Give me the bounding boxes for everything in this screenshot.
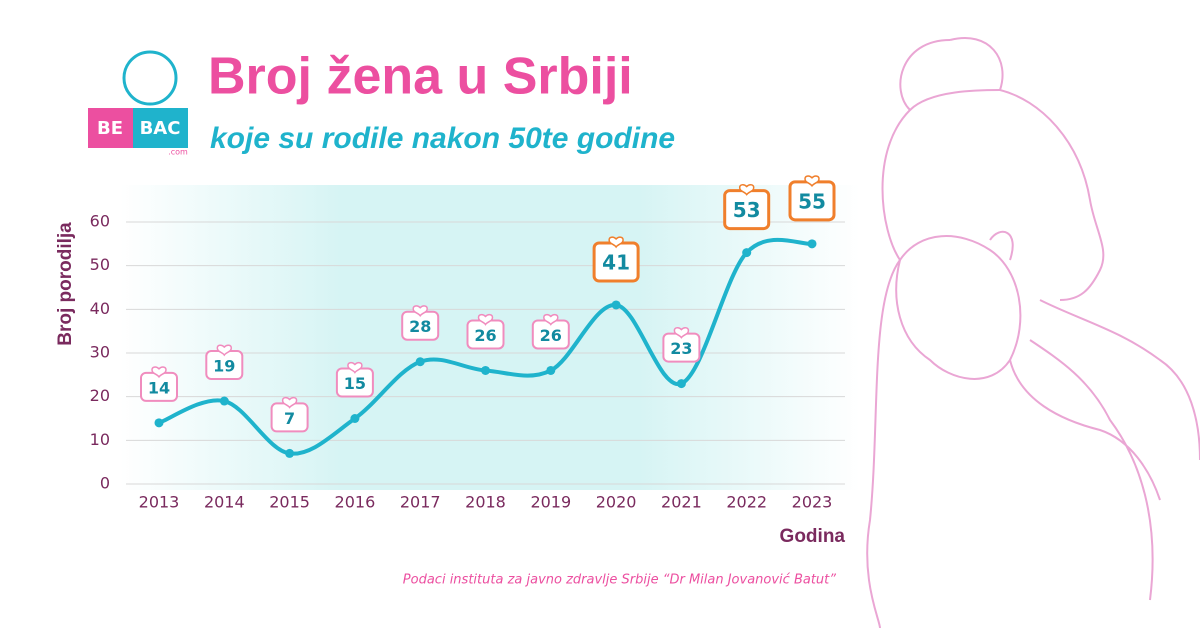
heart (477, 313, 494, 326)
logo-domain: .com (168, 148, 188, 157)
logo-text: BAC (140, 118, 181, 139)
point (219, 396, 229, 406)
value-label: 14 (148, 378, 170, 397)
heart (412, 305, 428, 318)
point (807, 239, 817, 249)
x-axis-label: Godina (780, 526, 846, 547)
heart (151, 366, 167, 379)
value-label: 26 (540, 326, 562, 345)
value-label: 15 (344, 374, 366, 393)
point (154, 418, 164, 428)
heart (347, 361, 363, 374)
y-tick-label: 50 (90, 255, 110, 274)
point (285, 448, 295, 458)
x-tick-label: 2022 (726, 493, 767, 512)
illustration (866, 37, 1200, 628)
logo-text: BE (97, 118, 123, 139)
heart (673, 327, 690, 339)
value-label: 7 (284, 409, 295, 428)
x-tick-label: 2014 (204, 493, 245, 512)
value-label: 53 (733, 198, 761, 222)
point (481, 365, 490, 375)
value-label: 23 (670, 339, 692, 358)
point (676, 379, 686, 389)
chart-title: Broj žena u Srbiji (208, 48, 633, 106)
value-label: 55 (798, 189, 826, 213)
line (158, 237, 813, 456)
heart (608, 236, 624, 249)
chart-subtitle: koje su rodile nakon 50te godine (210, 122, 675, 155)
value-label: 19 (213, 357, 235, 376)
point (611, 300, 621, 310)
point (350, 414, 360, 423)
point (742, 248, 752, 258)
heart (543, 313, 559, 326)
x-tick-label: 2015 (269, 493, 310, 512)
logo-face (122, 50, 178, 106)
source-note: Podaci instituta za javno zdravlje Srbij… (403, 573, 836, 588)
point (415, 357, 425, 367)
heart (281, 396, 298, 409)
logo: BE BAC .com (88, 50, 188, 157)
x-tick-label: 2019 (530, 493, 571, 512)
y-tick-label: 10 (90, 430, 110, 449)
heart (738, 184, 755, 196)
x-tick-label: 2017 (400, 493, 441, 512)
point (546, 365, 556, 375)
y-tick-label: 60 (90, 212, 110, 231)
logo-block (88, 108, 133, 148)
grid (126, 221, 845, 485)
x-tick-label: 2018 (465, 493, 506, 512)
y-tick-label: 0 (100, 474, 110, 493)
heart (216, 344, 233, 357)
heart (804, 175, 820, 188)
y-axis-label: Broj porodilja (55, 222, 76, 346)
y-tick-label: 40 (90, 299, 110, 318)
logo-block (133, 108, 188, 148)
y-tick-label: 20 (90, 386, 110, 405)
x-tick-label: 2021 (661, 493, 702, 512)
value-label: 41 (602, 250, 630, 274)
value-label: 26 (474, 326, 496, 345)
y-tick-label: 30 (90, 343, 110, 362)
value-label: 28 (409, 317, 431, 336)
x-tick-label: 2013 (139, 493, 180, 512)
x-tick-label: 2016 (335, 493, 376, 512)
x-tick-label: 2020 (596, 493, 637, 512)
x-tick-label: 2023 (792, 493, 833, 512)
